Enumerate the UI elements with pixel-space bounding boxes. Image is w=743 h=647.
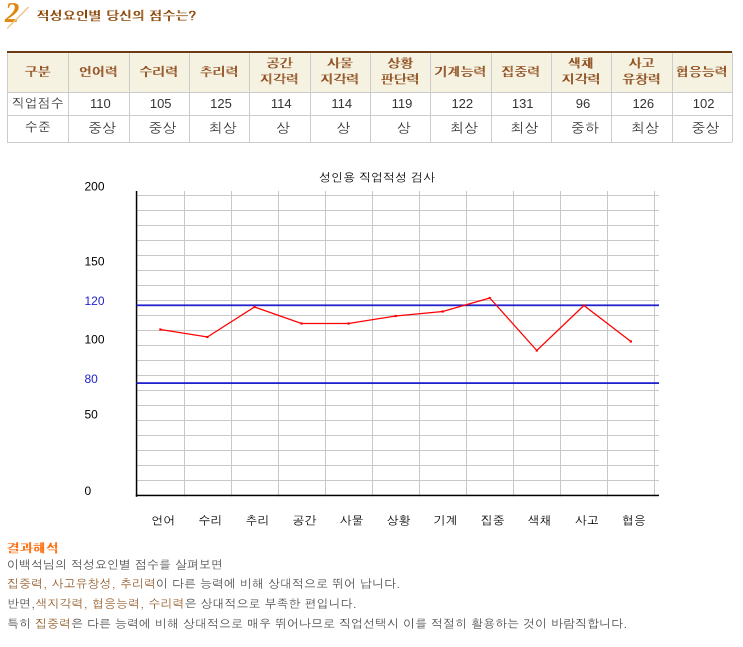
svg-text:131: 131 — [512, 96, 534, 111]
svg-text:110: 110 — [90, 96, 111, 111]
svg-text:122: 122 — [451, 96, 473, 111]
svg-text:200: 200 — [85, 180, 105, 194]
svg-text:96: 96 — [576, 96, 590, 111]
svg-text:126: 126 — [632, 96, 654, 111]
svg-text:114: 114 — [271, 96, 292, 111]
svg-text:100: 100 — [85, 333, 105, 347]
svg-text:119: 119 — [392, 96, 413, 111]
svg-text:80: 80 — [85, 372, 99, 386]
svg-text:114: 114 — [331, 96, 352, 111]
svg-text:2: 2 — [4, 0, 20, 29]
svg-text:50: 50 — [85, 408, 99, 422]
svg-text:125: 125 — [210, 96, 232, 111]
svg-text:150: 150 — [85, 255, 105, 269]
svg-text:102: 102 — [693, 96, 715, 111]
svg-text:0: 0 — [85, 484, 92, 498]
svg-text:120: 120 — [85, 294, 105, 308]
svg-text:105: 105 — [150, 96, 172, 111]
